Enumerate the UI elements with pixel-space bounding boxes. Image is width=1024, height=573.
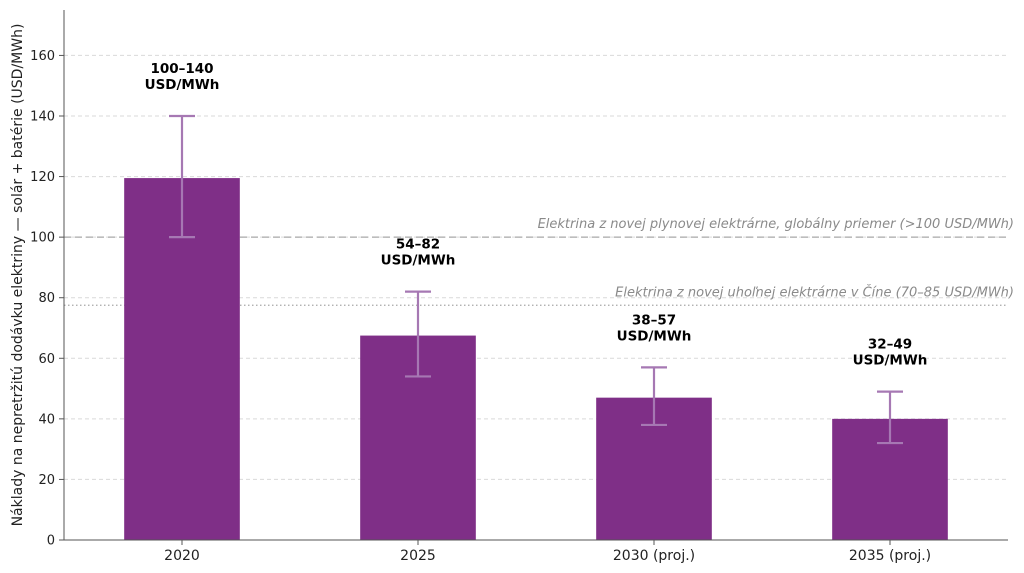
- y-tick-label: 160: [30, 49, 55, 64]
- y-ticks: 0 20 40 60 80 100 120 140 160: [30, 49, 64, 549]
- reference-lines: Elektrina z novej plynovej elektrárne, g…: [64, 217, 1014, 306]
- axes: [63, 10, 1008, 541]
- x-tick-label: 2030 (proj.): [613, 548, 695, 564]
- x-tick-label: 2025: [400, 548, 436, 564]
- error-bars: [169, 114, 903, 445]
- y-tick-label: 140: [30, 110, 55, 125]
- data-label: 100–140: [150, 61, 213, 77]
- data-label: USD/MWh: [381, 253, 456, 269]
- data-label: USD/MWh: [853, 353, 928, 369]
- y-tick-label: 20: [38, 473, 55, 488]
- data-label: 38–57: [632, 312, 676, 328]
- x-tick-label: 2020: [164, 548, 200, 564]
- x-tick-label: 2035 (proj.): [849, 548, 931, 564]
- y-tick-label: 100: [30, 231, 55, 246]
- data-label: 54–82: [396, 237, 440, 253]
- bar: [124, 178, 240, 541]
- y-tick-label: 80: [38, 291, 55, 306]
- data-label: USD/MWh: [617, 328, 692, 344]
- bars: [124, 178, 948, 541]
- y-tick-label: 60: [38, 352, 55, 367]
- y-axis-label: Náklady na nepretržitú dodávku elektriny…: [10, 24, 26, 527]
- bar-labels: 100–140USD/MWh54–82USD/MWh38–57USD/MWh32…: [145, 61, 928, 369]
- reference-line-label: Elektrina z novej uhoľnej elektrárne v Č…: [615, 284, 1014, 300]
- y-tick-label: 120: [30, 170, 55, 185]
- data-label: USD/MWh: [145, 77, 220, 93]
- reference-line-label: Elektrina z novej plynovej elektrárne, g…: [538, 217, 1014, 232]
- y-tick-label: 40: [38, 412, 55, 427]
- x-ticks: 2020 2025 2030 (proj.) 2035 (proj.): [164, 540, 931, 564]
- y-tick-label: 0: [47, 534, 55, 549]
- data-label: 32–49: [868, 337, 912, 353]
